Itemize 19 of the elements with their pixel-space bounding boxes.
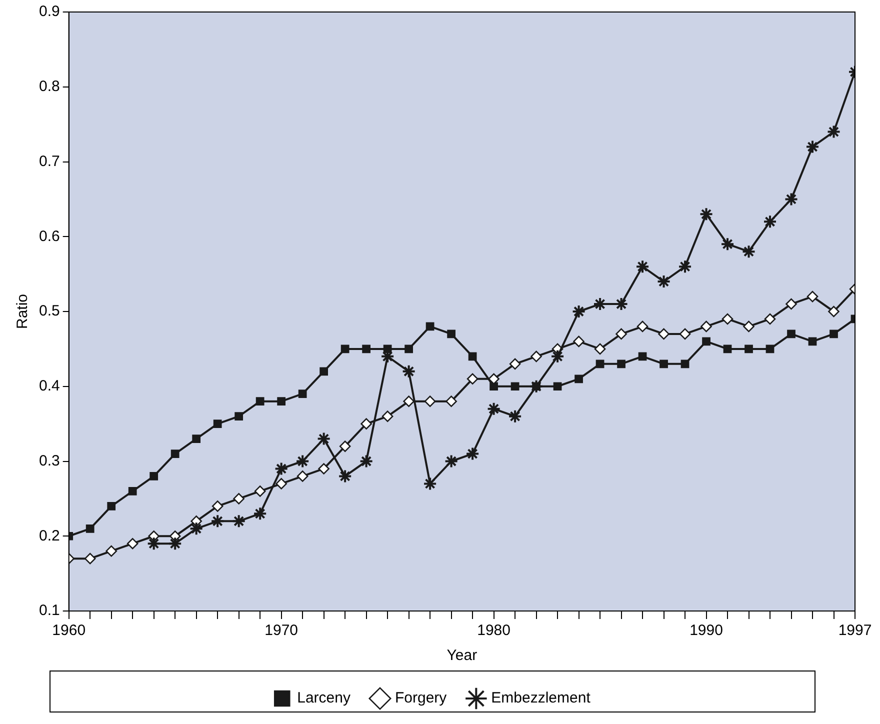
legend-label: Larceny	[297, 690, 351, 707]
y-tick-label: 0.2	[38, 527, 60, 544]
y-axis-title: Ratio	[14, 294, 32, 330]
x-tick-label: 1980	[477, 622, 510, 640]
y-tick-label: 0.7	[38, 152, 60, 170]
x-tick-label: 1970	[264, 622, 298, 640]
x-tick-label: 1960	[52, 622, 86, 640]
y-tick-label: 0.3	[38, 452, 60, 470]
x-tick-label: 1990	[690, 622, 723, 640]
y-tick-label: 0.9	[38, 3, 60, 20]
y-tick-label: 0.4	[38, 378, 60, 395]
x-axis-title: Year	[446, 647, 478, 664]
y-tick-label: 0.5	[38, 302, 60, 320]
y-tick-label: 0.1	[38, 602, 60, 620]
y-tick-label: 0.6	[38, 228, 60, 245]
legend-label: Embezzlement	[491, 690, 592, 707]
y-tick-label: 0.8	[38, 78, 60, 96]
legend-label: Forgery	[394, 690, 448, 707]
x-tick-label: 1997	[838, 622, 872, 640]
